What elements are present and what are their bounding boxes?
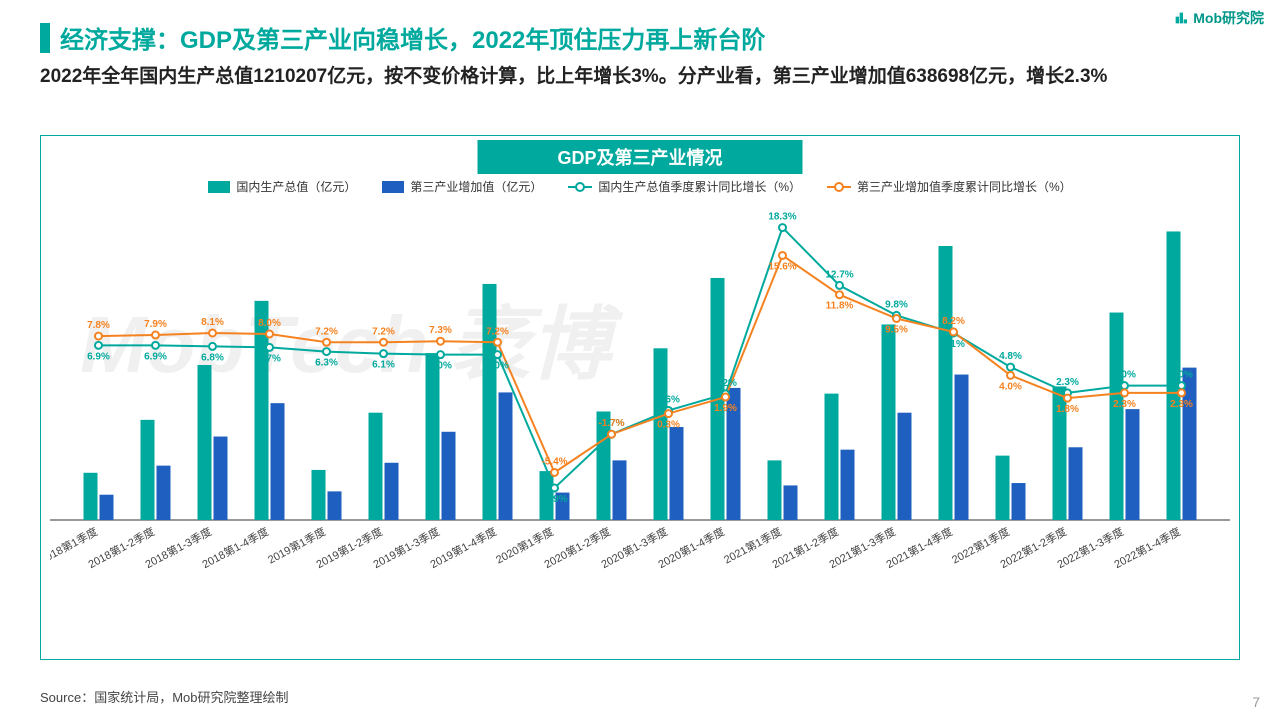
svg-text:3.0%: 3.0% [1113,370,1136,381]
svg-text:1.9%: 1.9% [714,403,737,414]
legend-label: 第三产业增加值季度累计同比增长（%） [857,178,1072,195]
svg-text:6.0%: 6.0% [429,361,452,372]
svg-text:6.0%: 6.0% [486,361,509,372]
svg-text:3.0%: 3.0% [1170,370,1193,381]
legend-label: 国内生产总值（亿元） [236,178,356,195]
svg-text:7.9%: 7.9% [144,319,167,330]
title-row: 经济支撑：GDP及第三产业向稳增长，2022年顶住压力再上新台阶 [40,20,1240,55]
combo-chart: 2018第1季度2018第1-2季度2018第1-3季度2018第1-4季度20… [50,210,1230,640]
page-number: 7 [1252,694,1260,710]
chart-title: GDP及第三产业情况 [477,140,802,174]
source-text: Source：国家统计局，Mob研究院整理绘制 [40,687,288,706]
svg-text:4.0%: 4.0% [999,381,1022,392]
svg-text:11.8%: 11.8% [826,301,854,312]
svg-text:7.8%: 7.8% [87,320,110,331]
title-accent-bar [40,23,50,53]
svg-text:15.6%: 15.6% [768,261,796,272]
swatch-line1 [568,186,592,188]
svg-text:2.2%: 2.2% [714,378,737,389]
svg-text:8.0%: 8.0% [258,318,281,329]
svg-text:7.2%: 7.2% [315,326,338,337]
svg-text:18.3%: 18.3% [768,212,796,223]
svg-text:6.7%: 6.7% [258,353,281,364]
svg-text:0.3%: 0.3% [657,420,680,431]
svg-text:7.3%: 7.3% [429,325,452,336]
svg-text:0.6%: 0.6% [657,394,680,405]
swatch-bar2 [382,181,404,193]
svg-text:6.3%: 6.3% [315,358,338,369]
svg-text:6.9%: 6.9% [144,351,167,362]
svg-text:-6.9%: -6.9% [541,494,567,505]
svg-text:4.8%: 4.8% [999,351,1022,362]
legend-label: 第三产业增加值（亿元） [410,178,542,195]
page-title: 经济支撑：GDP及第三产业向稳增长，2022年顶住压力再上新台阶 [60,20,765,55]
svg-text:7.2%: 7.2% [372,326,395,337]
legend-item-bar1: 国内生产总值（亿元） [208,178,356,195]
swatch-line2 [827,186,851,188]
swatch-bar1 [208,181,230,193]
svg-text:8.2%: 8.2% [942,316,965,327]
svg-text:2.3%: 2.3% [1113,399,1136,410]
svg-text:7.2%: 7.2% [486,326,509,337]
svg-text:8.1%: 8.1% [942,339,965,350]
svg-text:2.3%: 2.3% [1056,377,1079,388]
svg-text:9.5%: 9.5% [885,325,908,336]
svg-text:12.7%: 12.7% [825,269,853,280]
legend-item-line2: 第三产业增加值季度累计同比增长（%） [827,178,1072,195]
page-subtitle: 2022年全年国内生产总值1210207亿元，按不变价格计算，比上年增长3%。分… [40,64,1240,91]
svg-text:6.1%: 6.1% [372,360,395,371]
svg-text:-5.4%: -5.4% [541,456,567,467]
svg-text:6.8%: 6.8% [201,352,224,363]
svg-text:9.8%: 9.8% [885,299,908,310]
svg-text:-1.7%: -1.7% [598,418,624,429]
svg-text:8.1%: 8.1% [201,317,224,328]
legend-item-bar2: 第三产业增加值（亿元） [382,178,542,195]
svg-text:1.8%: 1.8% [1056,404,1079,415]
svg-text:2.3%: 2.3% [1170,399,1193,410]
legend-label: 国内生产总值季度累计同比增长（%） [598,178,801,195]
chart-legend: 国内生产总值（亿元） 第三产业增加值（亿元） 国内生产总值季度累计同比增长（%）… [60,178,1220,195]
legend-item-line1: 国内生产总值季度累计同比增长（%） [568,178,801,195]
svg-text:6.9%: 6.9% [87,351,110,362]
